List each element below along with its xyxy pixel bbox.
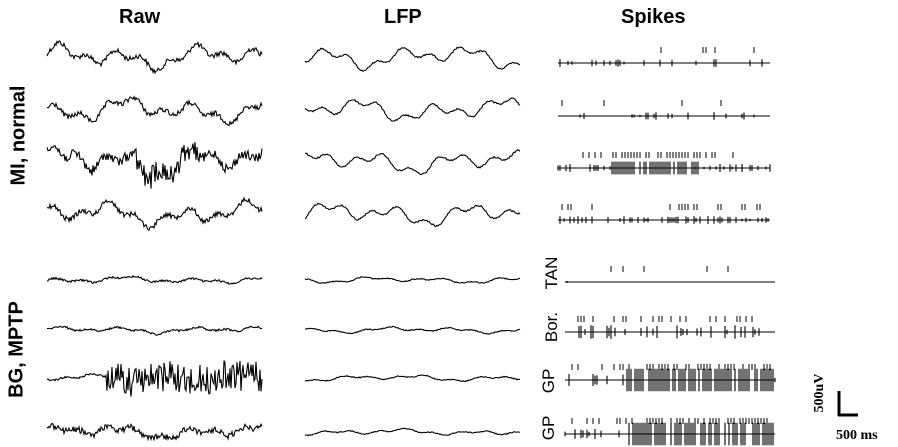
spike-trace-mptp-3 [565,368,776,392]
lfp-trace-mptp-4 [304,427,521,437]
lfp-trace-normal-4 [304,202,521,227]
column-title-raw: Raw [119,6,161,28]
raw-trace-mptp-2 [47,325,262,336]
lfp-trace-mptp-2 [304,325,521,335]
column-title-lfp: LFP [384,6,422,28]
lfp-trace-mptp-3 [304,374,520,383]
spike-trace-mptp-1-raster [610,266,729,272]
raw-trace-mptp-3 [46,360,263,397]
raw-trace-normal-1 [46,40,263,75]
scale-label-time: 500 ms [836,428,878,443]
spike-trace-normal-3 [557,161,771,175]
spike-trace-normal-2 [558,112,770,120]
raw-trace-normal-4 [46,196,263,232]
spike-trace-normal-2-raster [561,100,722,106]
spike-trace-mptp-1 [565,281,775,283]
raw-trace-normal-3 [46,142,263,189]
spike-trace-mptp-4 [564,422,775,446]
spike-trace-normal-4 [558,216,770,224]
spike-trace-mptp-3-raster [571,364,771,370]
spike-trace-mptp-2 [565,325,775,339]
column-title-spikes: Spikes [621,6,686,28]
spike-trace-normal-1-raster [660,47,755,53]
spike-trace-mptp-2-raster [577,316,753,322]
lfp-trace-normal-1 [304,46,520,73]
traces-group [46,40,776,446]
raw-trace-mptp-4 [46,422,263,442]
raw-trace-normal-2 [46,95,263,127]
scale-bar [837,391,858,417]
lfp-trace-normal-2 [304,97,521,122]
spike-trace-normal-4-raster [561,204,761,210]
raw-trace-mptp-1 [46,274,263,285]
spike-trace-normal-3-raster [582,152,734,158]
lfp-trace-normal-3 [305,149,521,176]
spike-trace-normal-1 [558,59,770,67]
lfp-trace-mptp-1 [304,276,521,284]
spike-trace-mptp-4-raster [571,418,768,424]
